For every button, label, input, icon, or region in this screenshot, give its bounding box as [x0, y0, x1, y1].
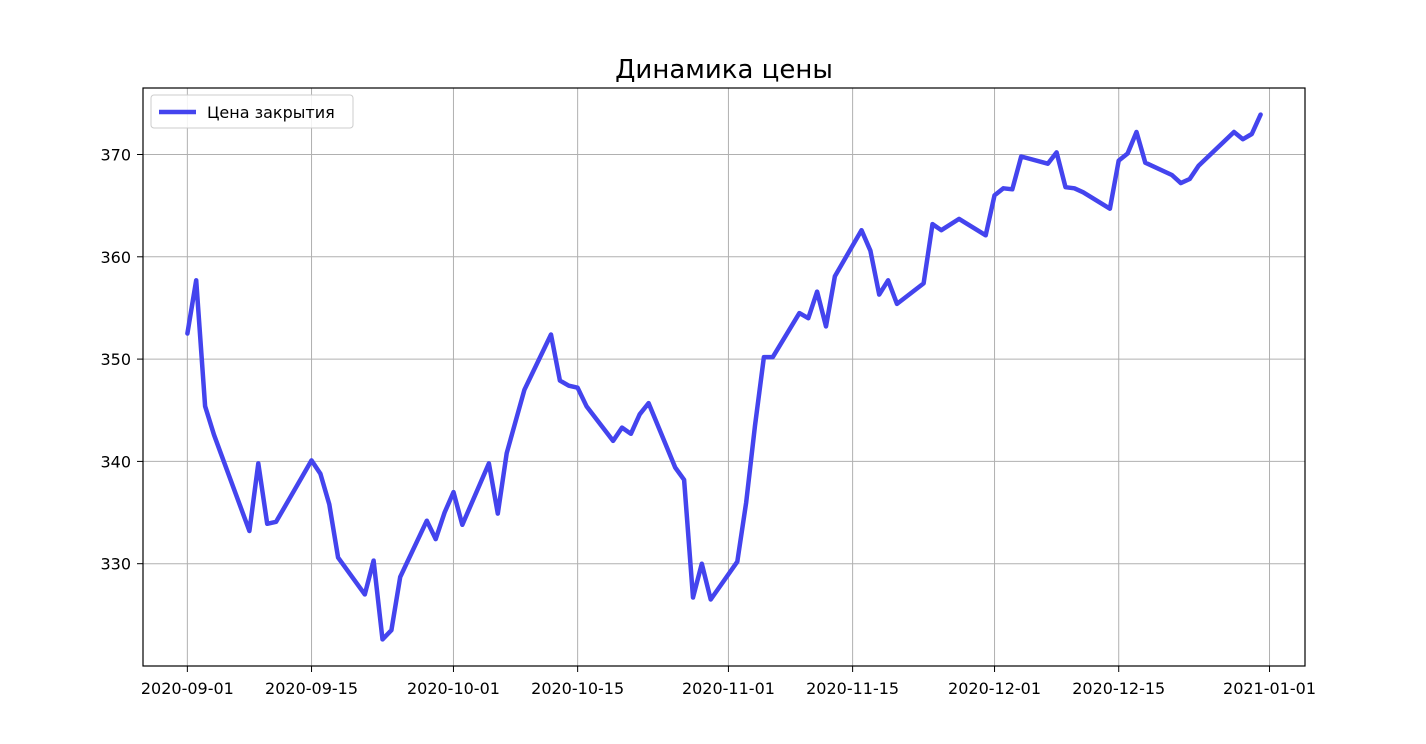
y-tick-label: 370: [100, 145, 131, 164]
x-tick-label: 2021-01-01: [1223, 679, 1316, 698]
y-tick-label: 330: [100, 555, 131, 574]
y-tick-label: 340: [100, 452, 131, 471]
x-tick-label: 2020-10-15: [531, 679, 624, 698]
legend: Цена закрытия: [150, 94, 354, 129]
x-tick-label: 2020-11-15: [806, 679, 899, 698]
series-layer: [185, 112, 1263, 642]
x-tick-label: 2020-12-01: [948, 679, 1041, 698]
x-tick-label: 2020-12-15: [1072, 679, 1165, 698]
x-tick-label: 2020-11-01: [682, 679, 775, 698]
legend-label: Цена закрытия: [207, 103, 335, 122]
y-tick-label: 350: [100, 350, 131, 369]
x-tick-label: 2020-09-15: [265, 679, 358, 698]
y-tick-label: 360: [100, 248, 131, 267]
chart-title: Динамика цены: [615, 55, 833, 85]
plot-area-frame: [142, 87, 1306, 667]
series-line: [185, 112, 1263, 642]
grid-lines: [143, 88, 1305, 666]
x-tick-label: 2020-09-01: [141, 679, 234, 698]
legend-box: [150, 94, 354, 129]
x-tick-label: 2020-10-01: [407, 679, 500, 698]
axis-ticks: 2020-09-01 2020-09-15 2020-10-01 2020-10-15…: [100, 145, 1316, 698]
